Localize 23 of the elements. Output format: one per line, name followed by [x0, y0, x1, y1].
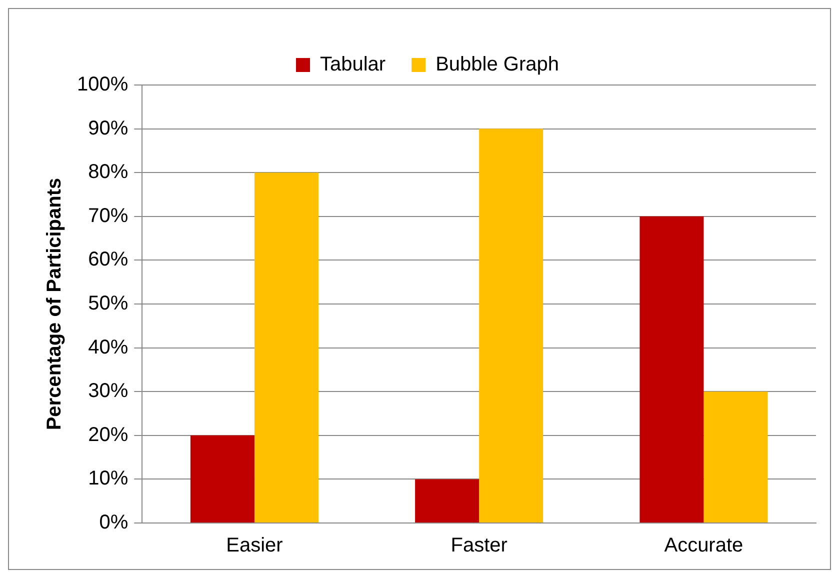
y-tick-label: 90% [88, 117, 128, 140]
x-tick-label: Easier [226, 534, 284, 557]
y-tick-label: 80% [88, 161, 128, 184]
bar [190, 435, 254, 522]
y-tick-label: 60% [88, 248, 128, 271]
bar [704, 392, 768, 522]
y-tick-label: 100% [76, 74, 128, 96]
x-tick-label: Accurate [664, 534, 744, 557]
y-tick-label: 20% [88, 424, 128, 446]
bar [415, 479, 480, 522]
y-tick-label: 70% [88, 204, 128, 227]
y-tick-label: 50% [88, 292, 128, 315]
y-tick-label: 40% [88, 336, 128, 358]
legend-label: Bubble Graph [436, 54, 560, 76]
y-tick-label: 10% [88, 468, 128, 490]
bar [254, 172, 318, 522]
x-tick-label: Faster [450, 534, 508, 557]
legend-label: Tabular [320, 54, 386, 76]
bar [640, 216, 704, 522]
y-tick-label: 0% [99, 512, 128, 534]
y-tick-label: 30% [88, 380, 128, 402]
bar [479, 128, 544, 522]
y-axis-title: Percentage of Participants [44, 178, 66, 430]
